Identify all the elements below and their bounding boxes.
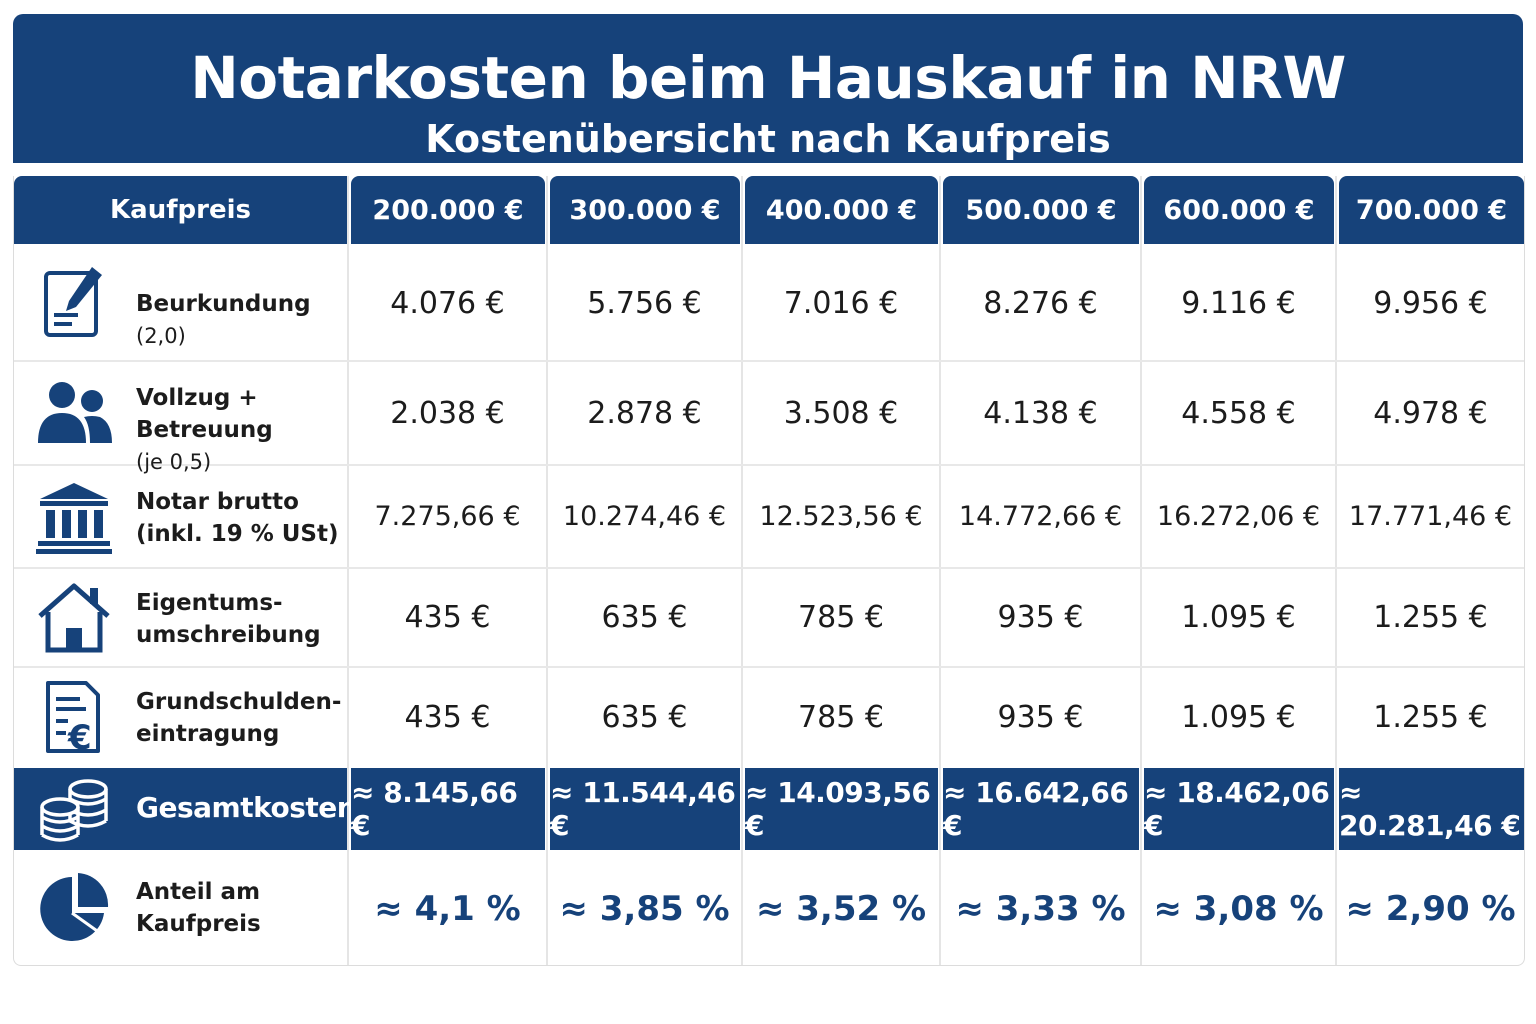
row-label-vollzug: Vollzug + Betreuung (je 0,5) [14,362,347,474]
grid-line [14,666,1524,668]
table-cell: 1.255 € [1373,699,1488,735]
column-header-price: 200.000 € [351,176,545,244]
table-cell: 2.038 € [390,395,505,431]
share-cell: ≈ 3,33 % [955,888,1126,929]
row-label-beurkundung: Beurkundung (2,0) [14,246,347,360]
row-label-line2: (je 0,5) [136,450,212,474]
euro-document-icon: € [34,677,114,757]
table-cell: 3.508 € [783,395,899,431]
grid-line [14,360,1524,362]
header-banner: Notarkosten beim Hauskauf in NRW Kostenü… [13,14,1523,163]
page-title: Notarkosten beim Hauskauf in NRW [190,44,1346,112]
table-cell: 2.878 € [587,395,702,431]
cost-table: Kaufpreis 200.000 € 300.000 € 400.000 € … [13,176,1525,966]
column-header-price: 600.000 € [1144,176,1334,244]
row-label-eigentumsumschreibung: Eigentums- umschreibung [14,569,347,666]
table-cell: 4.558 € [1181,395,1296,431]
pie-chart-icon [34,869,114,949]
total-cell: ≈ 16.642,66 € [943,768,1139,850]
row-label-text: Notar brutto [136,489,299,515]
house-icon [34,578,114,658]
grid-line [1140,176,1142,965]
table-cell: 785 € [798,600,884,635]
table-cell: 1.255 € [1373,600,1488,635]
total-cell: ≈ 18.462,06 € [1144,768,1334,850]
table-cell: 635 € [601,699,688,735]
column-header-kaufpreis: Kaufpreis [14,176,347,244]
total-cell: ≈ 20.281,46 € [1339,768,1524,850]
document-pen-icon [34,263,114,343]
total-cell: ≈ 11.544,46 € [550,768,740,850]
column-header-price: 300.000 € [550,176,740,244]
table-cell: 17.771,46 € [1348,501,1513,532]
svg-text:€: € [67,718,92,757]
total-cell: ≈ 8.145,66 € [351,768,545,850]
grid-line [939,176,941,965]
people-icon [34,373,114,453]
table-cell: 1.095 € [1181,699,1296,735]
column-header-price: 400.000 € [745,176,938,244]
row-label-anteil: Anteil am Kaufpreis [14,852,347,965]
row-label-text: Gesamtkosten [136,791,357,824]
table-cell: 7.275,66 € [374,501,521,532]
share-cell: ≈ 3,52 % [755,888,927,929]
table-cell: 10.274,46 € [562,501,727,532]
table-cell: 9.116 € [1181,285,1296,321]
row-label-line2: umschreibung [136,622,321,648]
table-cell: 935 € [997,600,1084,635]
row-label-grundschulden: € Grundschulden- eintragung [14,668,347,766]
row-label-text: Anteil am [136,879,261,905]
share-cell: ≈ 2,90 % [1345,888,1516,929]
table-cell: 635 € [601,600,688,635]
share-cell: ≈ 3,85 % [559,888,730,929]
column-header-price: 500.000 € [943,176,1139,244]
row-label-line2: (inkl. 19 % USt) [136,521,339,547]
table-cell: 7.016 € [783,285,899,321]
table-cell: 4.076 € [390,285,505,321]
coins-stack-icon [34,769,114,849]
page-subtitle: Kostenübersicht nach Kaufpreis [425,117,1111,161]
column-header-price: 700.000 € [1339,176,1524,244]
total-cell: ≈ 14.093,56 € [745,768,938,850]
grid-line [14,567,1524,569]
row-label-gesamtkosten: Gesamtkosten [14,768,357,850]
row-label-note: (2,0) [136,324,186,348]
grid-line [546,176,548,965]
table-cell: 14.772,66 € [958,501,1123,532]
table-cell: 8.276 € [983,285,1098,321]
share-cell: ≈ 3,08 % [1153,888,1324,929]
row-label-notar-brutto: Notar brutto (inkl. 19 % USt) [14,466,347,567]
row-label-text: Eigentums- [136,590,283,616]
table-cell: 935 € [997,699,1084,735]
table-cell: 4.978 € [1373,395,1488,431]
share-cell: ≈ 4,1 % [374,888,521,929]
grid-line [741,176,743,965]
table-cell: 5.756 € [587,285,702,321]
row-label-text: Grundschulden- [136,689,342,715]
table-cell: 785 € [798,699,884,735]
table-cell: 16.272,06 € [1156,501,1321,532]
grid-line [1335,176,1337,965]
row-label-text: Vollzug + Betreuung [136,385,273,443]
row-label-line2: Kaufpreis [136,911,261,937]
table-cell: 435 € [404,699,491,735]
table-cell: 435 € [404,600,491,635]
bank-building-icon [34,477,114,557]
table-cell: 4.138 € [983,395,1098,431]
row-label-line2: eintragung [136,721,280,747]
table-cell: 9.956 € [1373,285,1488,321]
grid-line [347,176,349,965]
grid-line [14,464,1524,466]
table-cell: 12.523,56 € [759,501,923,532]
table-cell: 1.095 € [1181,600,1296,635]
row-label-text: Beurkundung [136,291,311,317]
